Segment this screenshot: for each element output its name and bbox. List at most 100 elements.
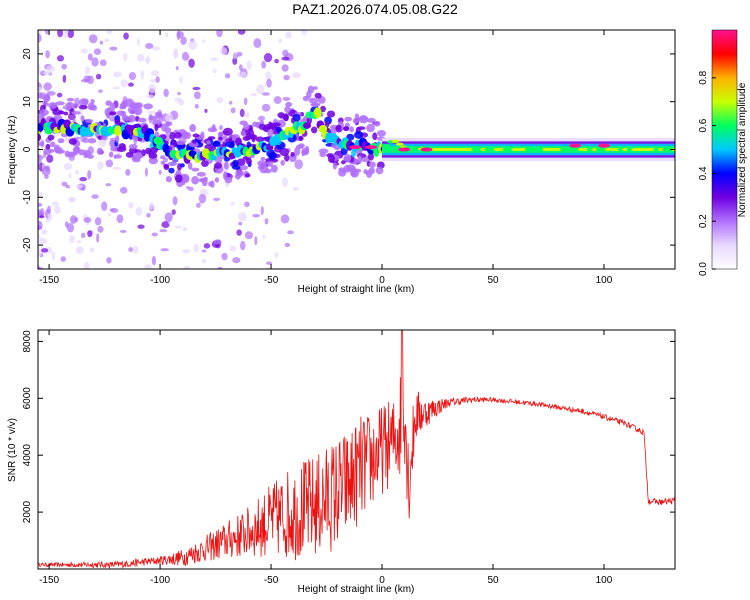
spectrogram-speckle <box>87 53 93 61</box>
spectrogram-speckle <box>128 71 136 81</box>
spectrogram-speckle <box>174 97 182 102</box>
spectrogram-cell <box>284 105 291 114</box>
spectrogram-cell <box>181 180 186 186</box>
spectrogram-cell <box>78 105 88 110</box>
spectrogram-speckle <box>123 32 129 40</box>
spectrogram-cell <box>343 153 351 162</box>
spectrogram-speckle <box>150 70 160 77</box>
spectrogram-speckle <box>83 261 90 269</box>
spectrogram-speckle <box>230 107 236 114</box>
spectrogram-speckle <box>40 248 49 253</box>
spectrogram-cell <box>358 115 369 124</box>
spectrogram-cell <box>38 141 45 147</box>
spectrogram-cell <box>319 151 327 158</box>
spectrogram-speckle <box>240 240 246 251</box>
spectrogram-cell <box>176 140 186 146</box>
spectrogram-cell <box>191 175 200 185</box>
spectrogram-speckle <box>39 215 45 219</box>
spectrogram-speckle <box>238 64 243 71</box>
spectrogram-cell <box>260 156 266 161</box>
spectrogram-speckle <box>257 115 265 122</box>
spectrogram-cell <box>116 110 125 116</box>
spectrogram-speckle <box>80 48 89 54</box>
spectrogram-speckle <box>232 57 238 65</box>
spectrogram-cell <box>277 112 286 119</box>
spectrogram-cell <box>165 121 171 127</box>
x-tick-label: 100 <box>596 575 613 586</box>
spectrogram-speckle <box>63 30 68 39</box>
x-tick-label: 0 <box>379 575 385 586</box>
spectrogram-cell <box>66 97 75 102</box>
y-tick-label: 10 <box>22 96 33 108</box>
spectrogram-speckle <box>179 76 183 84</box>
spectrogram-cell <box>344 116 352 122</box>
spectrogram-cell <box>88 105 97 111</box>
spectrogram-speckle <box>266 78 272 88</box>
spectrogram-peak <box>569 143 582 148</box>
spectrogram-cell <box>152 119 162 126</box>
spectrogram-cell <box>57 110 65 115</box>
spectrogram-speckle <box>180 36 187 45</box>
spectrogram-cell <box>155 113 164 119</box>
spectrogram-cell <box>366 123 375 133</box>
spectrogram-speckle <box>128 201 134 209</box>
spectrogram-cell <box>180 163 185 168</box>
spectrogram-speckle <box>38 33 42 43</box>
y-tick-label: 6000 <box>22 387 33 410</box>
spectrogram-speckle <box>68 197 77 202</box>
spectrogram-cell <box>336 124 342 131</box>
spectrogram-cell <box>214 162 223 169</box>
spectrogram-cell <box>294 146 301 156</box>
spectrogram-cell <box>110 145 118 152</box>
spectrogram-cell <box>164 127 172 134</box>
spectrogram-speckle <box>151 255 157 266</box>
spectrogram-speckle <box>285 31 293 39</box>
spectrogram-cell <box>71 111 81 115</box>
colorbar-tick-label: 0.8 <box>698 70 709 84</box>
spectrogram-cell <box>280 160 285 166</box>
spectrogram-speckle <box>253 38 262 49</box>
spectrogram-speckle <box>212 68 217 74</box>
colorbar-tick-label: 0.4 <box>698 166 709 180</box>
spectrogram-speckle <box>151 232 159 237</box>
spectrogram-cell <box>302 95 309 102</box>
spectrogram-speckle <box>263 52 273 63</box>
spectrogram-speckle <box>44 30 50 35</box>
spectrogram-speckle <box>188 58 195 68</box>
spectrogram-cell <box>240 129 246 137</box>
spectrogram-cell <box>228 144 235 149</box>
spectrogram-cell <box>292 113 301 122</box>
spectrogram-speckle <box>196 202 201 208</box>
spectrogram-speckle <box>284 242 290 248</box>
spectrogram-cell <box>90 99 95 104</box>
spectrogram-cell <box>55 101 65 106</box>
spectrogram-speckle <box>150 78 157 83</box>
spectrogram-speckle <box>97 225 104 233</box>
spectrogram-speckle <box>89 247 95 253</box>
spectrogram-cell <box>366 169 373 178</box>
spectrogram-speckle <box>47 212 53 221</box>
spectrogram-cell <box>255 136 265 143</box>
spectrogram-cell <box>154 123 159 132</box>
spectrogram-speckle <box>281 177 288 187</box>
spectrogram-cell <box>275 126 282 133</box>
spectrogram-speckle <box>106 257 112 264</box>
spectrogram-peak <box>597 143 610 148</box>
spectrogram-band-cell <box>382 144 391 148</box>
spectrogram-speckle <box>182 226 187 232</box>
spectrogram-cell <box>116 146 127 152</box>
spectrogram-speckle <box>213 239 222 245</box>
spectrogram-cell <box>68 138 77 145</box>
spectrogram-speckle <box>230 201 235 206</box>
spectrogram-speckle <box>112 166 122 170</box>
spectrogram-speckle <box>261 92 270 96</box>
spectrogram-speckle <box>172 196 178 206</box>
spectrogram-speckle <box>147 110 156 115</box>
spectrogram-speckle <box>186 186 190 190</box>
spectrogram-cell <box>257 160 267 167</box>
spectrogram-cell <box>376 130 387 137</box>
spectrogram-speckle <box>62 74 67 83</box>
spectrogram-speckle <box>79 177 88 182</box>
spectrogram-cell <box>327 154 335 164</box>
